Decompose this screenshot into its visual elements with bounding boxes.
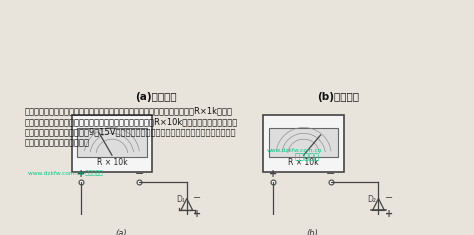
Bar bbox=[264, 115, 344, 172]
Text: (a): (a) bbox=[115, 229, 127, 235]
Text: www.dzkfw.com.cn 电子开发网: www.dzkfw.com.cn 电子开发网 bbox=[28, 171, 103, 176]
Text: (a)测稳压管: (a)测稳压管 bbox=[135, 91, 177, 102]
Text: −: − bbox=[326, 169, 336, 179]
Text: +: + bbox=[269, 169, 277, 179]
Bar bbox=[269, 128, 338, 157]
Text: 正、反向电阀，确定被测管的正、负极。然后将万用表拨于R×10k档，如图所示，黑表笔接: 正、反向电阀，确定被测管的正、负极。然后将万用表拨于R×10k档，如图所示，黑表… bbox=[24, 117, 237, 126]
Text: +: + bbox=[77, 169, 85, 179]
Bar bbox=[72, 115, 152, 172]
Text: www.dzkfw.com.cn: www.dzkfw.com.cn bbox=[267, 149, 322, 153]
Text: (b): (b) bbox=[307, 229, 319, 235]
Text: 电子开发网: 电子开发网 bbox=[294, 153, 319, 162]
Text: D₂: D₂ bbox=[367, 195, 376, 204]
Text: R × 10k: R × 10k bbox=[97, 158, 127, 167]
Text: −: − bbox=[385, 193, 393, 203]
Text: 管，电阀为无穷大的二极管。: 管，电阀为无穷大的二极管。 bbox=[24, 138, 89, 147]
Text: +: + bbox=[385, 209, 393, 219]
Text: +: + bbox=[193, 209, 201, 219]
Text: 利用万用表的电阀档也可以区分稳压管与半导体二极管。具体方法是，首先用R×1k档测量: 利用万用表的电阀档也可以区分稳压管与半导体二极管。具体方法是，首先用R×1k档测… bbox=[24, 107, 232, 116]
Text: −: − bbox=[193, 193, 201, 203]
Bar bbox=[77, 128, 146, 157]
Text: D₁: D₁ bbox=[176, 195, 185, 204]
Text: (b)测二极管: (b)测二极管 bbox=[317, 91, 359, 102]
Text: 负极，红表笔接正极，由表内9～15V蕴层电池提供反向电压。其中，电阀读数较小的是稳压: 负极，红表笔接正极，由表内9～15V蕴层电池提供反向电压。其中，电阀读数较小的是… bbox=[24, 128, 236, 137]
Text: −: − bbox=[135, 169, 144, 179]
Text: R × 10k: R × 10k bbox=[288, 158, 319, 167]
